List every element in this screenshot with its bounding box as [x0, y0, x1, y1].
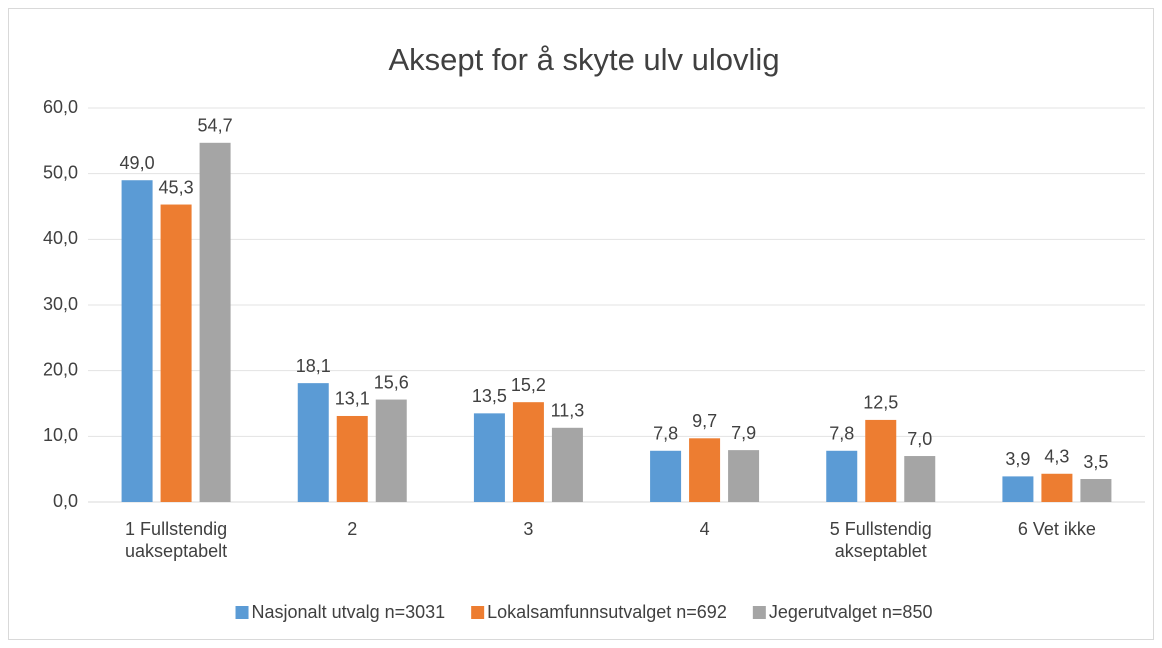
x-tick-label: 2 — [347, 519, 357, 539]
value-label: 45,3 — [159, 177, 194, 197]
x-tick-label: 6 Vet ikke — [1018, 519, 1096, 539]
y-tick-label: 50,0 — [43, 162, 78, 182]
value-label: 3,5 — [1083, 452, 1108, 472]
bar — [336, 415, 368, 502]
bar — [650, 450, 682, 502]
legend-swatch — [235, 606, 249, 619]
value-label: 11,3 — [551, 401, 585, 421]
chart-border — [8, 8, 1154, 640]
value-label: 13,1 — [335, 389, 370, 409]
y-tick-label: 60,0 — [43, 97, 78, 117]
value-label: 15,2 — [511, 375, 546, 395]
bar — [1041, 473, 1073, 502]
bar — [512, 402, 544, 502]
bar — [865, 419, 897, 502]
bar — [1080, 479, 1112, 502]
value-label: 7,8 — [653, 424, 678, 444]
legend-swatch — [752, 606, 766, 619]
legend: Nasjonalt utvalg n=3031 Lokalsamfunnsutva… — [235, 602, 933, 622]
value-label: 4,3 — [1044, 447, 1069, 467]
value-label: 3,9 — [1005, 449, 1030, 469]
bar — [1002, 476, 1034, 502]
bar — [199, 142, 231, 502]
legend-label: Nasjonalt utvalg n=3031 — [252, 602, 446, 622]
value-label: 49,0 — [120, 153, 155, 173]
bar — [121, 180, 153, 502]
value-label: 54,7 — [198, 116, 233, 136]
value-label: 7,8 — [829, 424, 854, 444]
bar — [728, 450, 760, 502]
value-label: 7,9 — [731, 423, 756, 443]
x-tick-label: 3 — [523, 519, 533, 539]
y-tick-label: 0,0 — [53, 491, 78, 511]
value-label: 9,7 — [692, 411, 717, 431]
x-tick-label: 4 — [700, 519, 710, 539]
bar — [473, 413, 505, 502]
bar — [375, 399, 407, 502]
legend-swatch — [471, 606, 485, 619]
x-tick-label: 1 Fullstendig uakseptabelt — [125, 519, 227, 561]
y-tick-label: 20,0 — [43, 359, 78, 379]
value-label: 12,5 — [863, 393, 898, 413]
bar — [297, 383, 329, 502]
y-tick-label: 40,0 — [43, 228, 78, 248]
value-label: 18,1 — [296, 356, 331, 376]
x-tick-label: 5 Fullstendig akseptablet — [830, 519, 932, 561]
value-label: 15,6 — [374, 372, 409, 392]
bar — [904, 456, 936, 502]
legend-label: Lokalsamfunnsutvalget n=692 — [487, 602, 727, 622]
bar — [826, 450, 858, 502]
y-tick-label: 30,0 — [43, 294, 78, 314]
bar — [689, 438, 721, 502]
legend-label: Jegerutvalget n=850 — [769, 602, 933, 622]
y-tick-label: 10,0 — [43, 425, 78, 445]
value-label: 13,5 — [472, 386, 507, 406]
bar — [160, 204, 192, 502]
value-label: 7,0 — [907, 429, 932, 449]
chart-title: Aksept for å skyte ulv ulovlig — [388, 42, 779, 77]
bar — [551, 427, 583, 502]
